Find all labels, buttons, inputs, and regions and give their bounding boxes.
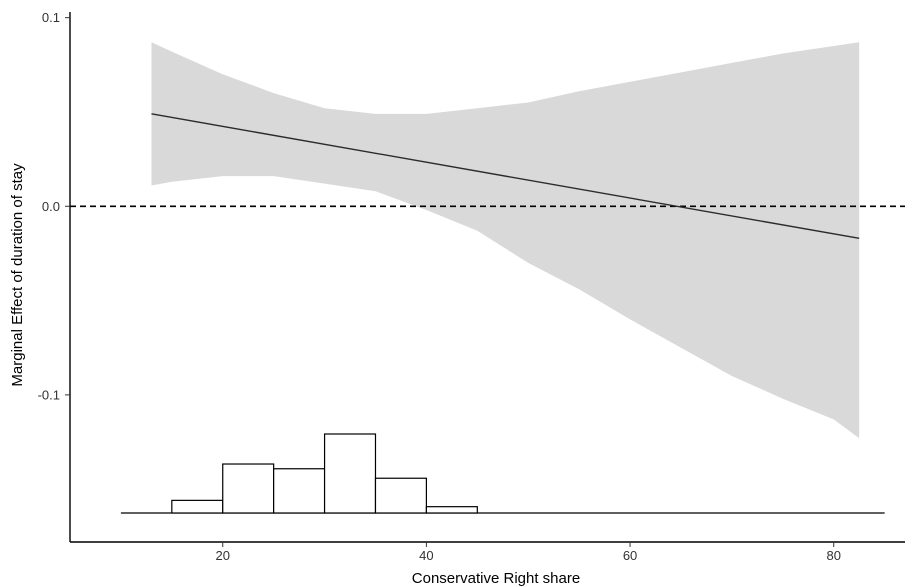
confidence-band-layer	[151, 42, 860, 439]
histogram-bar	[374, 477, 428, 514]
x-axis-title: Conservative Right share	[412, 570, 580, 587]
tick-labels: 20 40 60 80 -0.1 0.0 0.1	[38, 10, 841, 563]
histogram-bar	[171, 499, 224, 514]
histogram-bar	[222, 463, 275, 514]
x-tick-label: 80	[826, 548, 840, 563]
histogram-bar	[425, 506, 478, 514]
x-tick-label: 20	[216, 548, 230, 563]
y-axis-title: Marginal Effect of duration of stay	[9, 163, 26, 387]
histogram-bar	[323, 433, 377, 514]
marginal-effect-line-layer	[70, 113, 905, 240]
x-tick-label: 60	[623, 548, 637, 563]
y-tick-label: 0.0	[42, 199, 60, 214]
histogram-bar	[273, 468, 326, 514]
marginal-effect-line	[151, 113, 860, 240]
y-tick-label: 0.1	[42, 10, 60, 25]
x-tick-label: 40	[419, 548, 433, 563]
confidence-band	[151, 42, 860, 439]
y-tick-label: -0.1	[38, 387, 60, 402]
tick-marks	[65, 17, 835, 547]
histogram	[120, 433, 885, 514]
axes	[69, 12, 905, 543]
